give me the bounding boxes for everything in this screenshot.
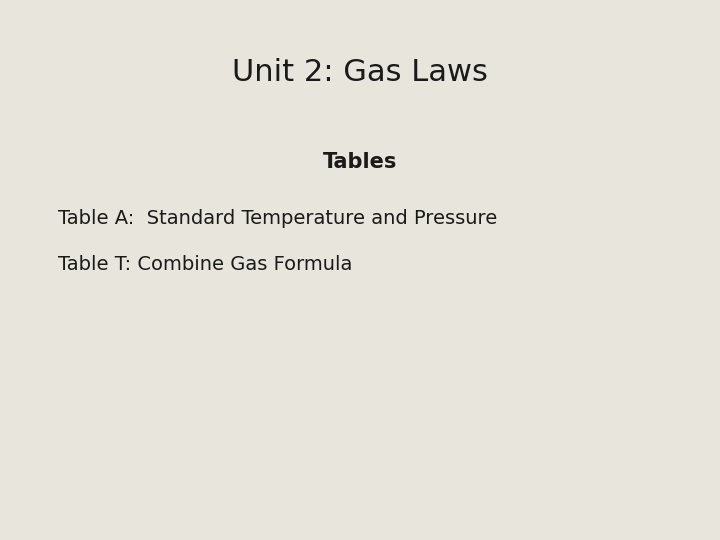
- Text: Table T: Combine Gas Formula: Table T: Combine Gas Formula: [58, 255, 352, 274]
- Text: Tables: Tables: [323, 152, 397, 172]
- Text: Table A:  Standard Temperature and Pressure: Table A: Standard Temperature and Pressu…: [58, 209, 497, 228]
- Text: Unit 2: Gas Laws: Unit 2: Gas Laws: [232, 58, 488, 87]
